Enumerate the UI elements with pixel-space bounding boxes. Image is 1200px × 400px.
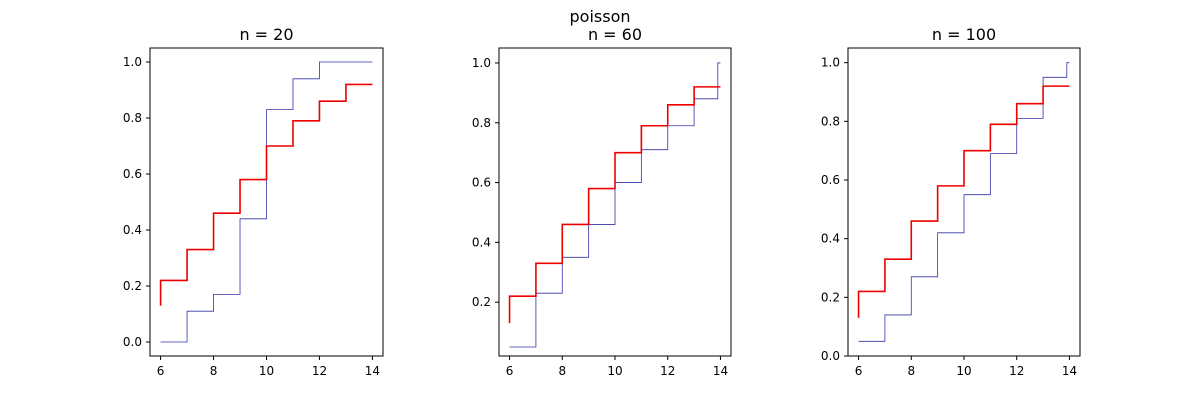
x-tick-label-2-4: 14 bbox=[1062, 364, 1077, 378]
x-tick-label-1-3: 12 bbox=[660, 364, 675, 378]
y-tick-label-2-4: 0.8 bbox=[821, 114, 840, 128]
x-tick-label-2-2: 10 bbox=[956, 364, 971, 378]
figure-suptitle: poisson bbox=[570, 7, 631, 26]
chart-panel-0: 6 8 10 12 14 0.0 0.2 0.4 0.6 0.8 1.0 n = 20 bbox=[123, 25, 384, 378]
x-tick-label-2-3: 12 bbox=[1009, 364, 1024, 378]
y-tick-label-0-0: 0.0 bbox=[123, 335, 142, 349]
y-tick-label-0-1: 0.2 bbox=[123, 279, 142, 293]
y-tick-label-0-4: 0.8 bbox=[123, 111, 142, 125]
y-tick-label-2-1: 0.2 bbox=[821, 290, 840, 304]
y-tick-label-2-3: 0.6 bbox=[821, 173, 840, 187]
empirical-step-line-1 bbox=[509, 62, 721, 348]
y-tick-label-1-2: 0.6 bbox=[472, 176, 491, 190]
y-tick-label-1-0: 0.2 bbox=[472, 295, 491, 309]
theoretical-step-line-1 bbox=[508, 86, 721, 324]
y-tick-label-1-3: 0.8 bbox=[472, 116, 491, 130]
y-tick-label-0-2: 0.4 bbox=[123, 223, 142, 237]
y-tick-label-1-1: 0.4 bbox=[472, 235, 491, 249]
panel-title-0: n = 20 bbox=[239, 25, 293, 44]
y-tick-label-0-3: 0.6 bbox=[123, 167, 142, 181]
empirical-step-line-2 bbox=[858, 62, 1070, 342]
chart-panel-1: 6 8 10 12 14 0.2 0.4 0.6 0.8 1.0 n = 60 bbox=[472, 25, 732, 378]
chart-panels: 6 8 10 12 14 0.0 0.2 0.4 0.6 0.8 1.0 n = 20 6 8 10 12 14… bbox=[123, 25, 1081, 378]
x-tick-label-1-2: 10 bbox=[607, 364, 622, 378]
theoretical-step-line-0 bbox=[159, 83, 373, 306]
x-tick-label-0-1: 8 bbox=[210, 364, 218, 378]
x-tick-label-0-3: 12 bbox=[312, 364, 327, 378]
y-tick-label-2-2: 0.4 bbox=[821, 232, 840, 246]
chart-panel-2: 6 8 10 12 14 0.0 0.2 0.4 0.6 0.8 1.0 n = 100 bbox=[821, 25, 1081, 378]
x-tick-label-2-1: 8 bbox=[907, 364, 915, 378]
x-tick-label-0-4: 14 bbox=[365, 364, 380, 378]
x-tick-label-1-0: 6 bbox=[506, 364, 514, 378]
x-tick-label-1-4: 14 bbox=[713, 364, 728, 378]
y-tick-label-2-0: 0.0 bbox=[821, 349, 840, 363]
panel-title-1: n = 60 bbox=[588, 25, 642, 44]
theoretical-step-line-2 bbox=[857, 85, 1070, 318]
empirical-step-line-0 bbox=[160, 61, 373, 343]
x-tick-label-1-1: 8 bbox=[558, 364, 566, 378]
y-tick-label-2-5: 1.0 bbox=[821, 56, 840, 70]
y-tick-label-0-5: 1.0 bbox=[123, 55, 142, 69]
x-tick-label-0-2: 10 bbox=[259, 364, 274, 378]
x-tick-label-0-0: 6 bbox=[157, 364, 165, 378]
x-tick-label-2-0: 6 bbox=[855, 364, 863, 378]
panel-title-2: n = 100 bbox=[932, 25, 996, 44]
y-tick-label-1-4: 1.0 bbox=[472, 56, 491, 70]
